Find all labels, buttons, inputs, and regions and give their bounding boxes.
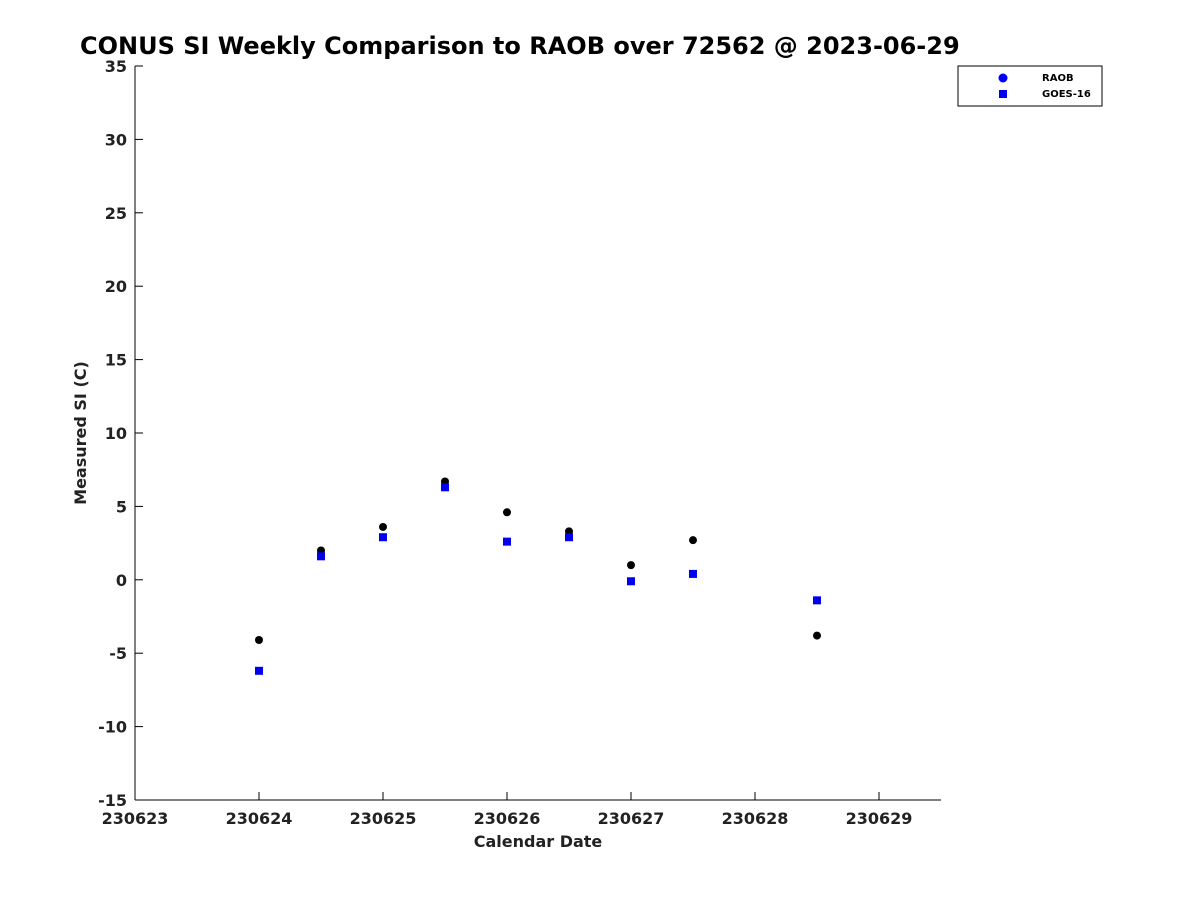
- y-tick-label: 15: [105, 351, 127, 370]
- goes16-point: [565, 533, 573, 542]
- goes16-point: [689, 569, 697, 578]
- y-tick-label: 0: [116, 571, 127, 590]
- goes16-point: [441, 483, 449, 492]
- y-axis-label: Measured SI (C): [71, 361, 90, 505]
- raob-point: [503, 508, 511, 517]
- goes16-point: [255, 666, 263, 675]
- raob-point: [689, 536, 697, 545]
- raob-point: [627, 561, 635, 570]
- legend: RAOB GOES-16: [957, 65, 1103, 107]
- x-tick-label: 230628: [722, 809, 789, 828]
- x-tick-label: 230623: [102, 809, 169, 828]
- y-tick-label: -15: [98, 791, 127, 810]
- raob-point: [813, 631, 821, 640]
- x-tick-label: 230627: [598, 809, 665, 828]
- goes16-point: [379, 533, 387, 542]
- goes16-point: [503, 537, 511, 546]
- raob-point: [255, 635, 263, 644]
- x-tick-label: 230624: [226, 809, 293, 828]
- y-ticks: 35 30 25 20 15 10 5 0 -5 -10 -15: [98, 57, 143, 810]
- chart-title: CONUS SI Weekly Comparison to RAOB over …: [80, 32, 960, 60]
- x-tick-label: 230629: [846, 809, 913, 828]
- x-tick-label: 230626: [474, 809, 541, 828]
- raob-point: [379, 522, 387, 531]
- y-tick-label: 35: [105, 57, 127, 76]
- y-tick-label: 25: [105, 204, 127, 223]
- legend-box: [957, 65, 1103, 107]
- goes16-point: [813, 596, 821, 605]
- y-tick-label: -10: [98, 718, 127, 737]
- goes16-point: [317, 552, 325, 561]
- legend-raob-marker: [998, 73, 1008, 83]
- y-tick-label: 30: [105, 130, 127, 149]
- y-tick-label: 10: [105, 424, 127, 443]
- legend-goes-marker: [999, 90, 1007, 98]
- x-axis-label: Calendar Date: [474, 832, 603, 851]
- legend-raob-label: RAOB: [1042, 73, 1074, 84]
- x-ticks: 230623 230624 230625 230626 230627 230628 2306…: [102, 792, 913, 828]
- y-tick-label: -5: [109, 644, 127, 663]
- x-tick-label: 230625: [350, 809, 417, 828]
- goes16-point: [627, 577, 635, 586]
- y-tick-label: 5: [116, 497, 127, 516]
- legend-goes-label: GOES-16: [1042, 89, 1091, 100]
- y-tick-label: 20: [105, 277, 127, 296]
- data-points: [255, 477, 821, 675]
